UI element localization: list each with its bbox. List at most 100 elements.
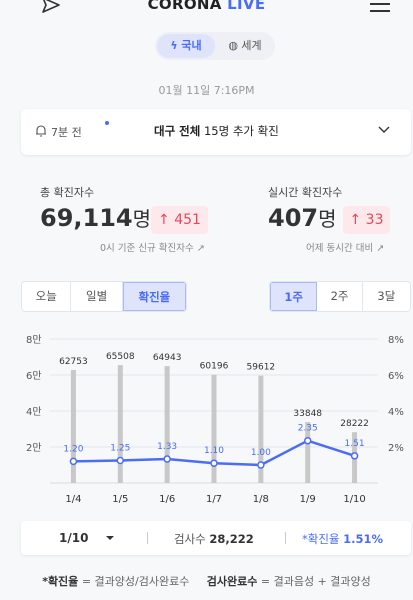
line-value-label: 1.33 <box>157 442 177 452</box>
daily-summary-bar: 1/10 검사수 28,222 *확진율 1.51% <box>21 521 411 555</box>
line-value-label: 1.51 <box>345 439 365 449</box>
footnote-rate-def: = 결과양성/검사완료수 <box>81 575 190 588</box>
bar-value-label: 65508 <box>106 352 135 362</box>
news-notice-card[interactable]: 7분 전 대구 전체 15명 추가 확진 <box>21 109 411 155</box>
bar <box>211 374 217 483</box>
arrow-up-icon: ↑ <box>158 212 170 228</box>
realtime-confirmed-note: 어제 동시간 대비 ↗ <box>306 243 385 254</box>
bar-value-label: 28222 <box>340 419 369 429</box>
app-logo[interactable]: CORONA LIVE <box>0 0 413 13</box>
x-tick-label: 1/5 <box>112 494 128 505</box>
line-point <box>69 457 78 466</box>
tab-positive-rate[interactable]: 확진율 <box>122 282 186 311</box>
caret-down-icon[interactable] <box>106 536 114 540</box>
view-tabs: 오늘 일별 확진율 <box>21 281 187 312</box>
footnote-done-def: = 결과음성 + 결과양성 <box>260 575 371 588</box>
realtime-confirmed-label: 실시간 확진자수 <box>268 186 343 199</box>
notice-text: 15명 추가 확진 <box>203 124 279 138</box>
logo-corona: CORONA <box>147 0 222 13</box>
curve-arrow-icon: ↗ <box>196 243 205 254</box>
realtime-confirmed-unit: 명 <box>318 207 337 231</box>
positive-rate-chart: 2만 4만 6만 8만 2% 4% 6% 8% 62753 65508 64943 60196 5961… <box>26 334 404 505</box>
bar <box>70 370 76 483</box>
line-value-label: 1.00 <box>251 448 271 458</box>
line-point <box>257 461 265 469</box>
range-tabs: 1주 2주 3달 <box>269 281 411 312</box>
line-value-label: 1.25 <box>110 444 130 454</box>
chevron-down-icon[interactable] <box>377 123 391 137</box>
y-right-tick-label: 2% <box>388 443 404 454</box>
total-confirmed-note: 0시 기준 신규 확진자수 ↗ <box>100 243 205 254</box>
footnote-rate-term: *확진율 <box>42 575 79 588</box>
realtime-delta-value: 33 <box>365 212 384 228</box>
notice-region: 대구 전체 <box>154 124 201 138</box>
realtime-confirmed-value: 407명 <box>268 203 337 232</box>
divider <box>147 532 148 544</box>
summary-tests: 검사수 28,222 <box>174 532 254 546</box>
y-left-tick-label: 2만 <box>26 442 42 454</box>
realtime-confirmed-delta: ↑ 33 <box>343 206 390 234</box>
bar-value-label: 33848 <box>293 409 322 419</box>
line-point <box>116 456 125 465</box>
x-tick-label: 1/8 <box>253 494 269 505</box>
curve-arrow-icon: ↗ <box>376 243 385 254</box>
x-tick-label: 1/10 <box>343 494 365 505</box>
line-point <box>303 436 312 445</box>
tab-3-months[interactable]: 3달 <box>377 289 396 303</box>
summary-date-select[interactable]: 1/10 <box>59 531 89 545</box>
bar-value-label: 62753 <box>59 357 88 367</box>
tab-1-week[interactable]: 1주 <box>270 282 318 311</box>
notice-message: 대구 전체 15명 추가 확진 <box>154 123 279 139</box>
total-delta-value: 451 <box>174 212 201 228</box>
definition-footnote: *확진율 = 결과양성/검사완료수 검사완료수 = 결과음성 + 결과양성 <box>0 573 413 589</box>
line-value-label: 1.10 <box>204 446 224 456</box>
notice-time-ago: 7분 전 <box>51 126 82 139</box>
x-tick-label: 1/7 <box>206 494 222 505</box>
y-right-tick-label: 8% <box>388 335 404 346</box>
bar <box>164 366 170 483</box>
bar-value-label: 64943 <box>153 353 182 363</box>
tab-daily[interactable]: 일별 <box>71 282 123 311</box>
toggle-global-label: 세계 <box>241 39 262 52</box>
y-left-tick-label: 4만 <box>26 406 42 418</box>
bar <box>305 422 311 483</box>
bar-value-label: 59612 <box>247 363 276 373</box>
y-left-tick-label: 8만 <box>26 334 42 346</box>
toggle-domestic-label: 국내 <box>181 39 202 52</box>
summary-tests-value: 28,222 <box>209 532 254 546</box>
line-value-label: 2.35 <box>298 424 318 434</box>
tab-2-weeks[interactable]: 2주 <box>317 282 363 311</box>
new-indicator-dot <box>105 121 109 125</box>
tab-today[interactable]: 오늘 <box>22 282 72 311</box>
bolt-icon: ϟ <box>170 39 178 52</box>
total-confirmed-unit: 명 <box>132 207 152 231</box>
realtime-confirmed-number: 407 <box>268 204 319 232</box>
line-point <box>210 459 218 467</box>
x-tick-label: 1/9 <box>300 494 316 505</box>
menu-icon[interactable] <box>370 0 392 16</box>
send-icon[interactable] <box>40 0 62 16</box>
total-confirmed-value: 69,114명 <box>40 203 151 232</box>
globe-icon: ◍ <box>228 39 238 52</box>
y-right-tick-label: 6% <box>388 371 404 382</box>
divider <box>285 532 286 544</box>
logo-live: LIVE <box>227 0 266 13</box>
total-confirmed-label: 총 확진자수 <box>40 186 95 199</box>
footnote-done-term: 검사완료수 <box>206 575 258 588</box>
line-value-label: 1.20 <box>63 444 83 454</box>
region-toggle: ϟ 국내 ◍ 세계 <box>155 32 275 60</box>
toggle-domestic[interactable]: ϟ 국내 <box>157 34 215 58</box>
line-point <box>350 452 359 460</box>
line-point <box>163 455 171 463</box>
y-right-tick-label: 4% <box>388 407 404 418</box>
update-datetime: 01월 11일 7:16PM <box>158 84 255 97</box>
arrow-up-icon: ↑ <box>349 212 362 228</box>
bar <box>117 365 123 483</box>
toggle-global[interactable]: ◍ 세계 <box>217 34 273 58</box>
bar-value-label: 60196 <box>200 362 229 372</box>
total-confirmed-delta: ↑ 451 <box>151 206 208 234</box>
x-tick-label: 1/6 <box>159 494 175 505</box>
total-confirmed-number: 69,114 <box>40 204 133 232</box>
bell-icon <box>36 125 46 137</box>
summary-rate-value: 1.51% <box>343 532 384 546</box>
